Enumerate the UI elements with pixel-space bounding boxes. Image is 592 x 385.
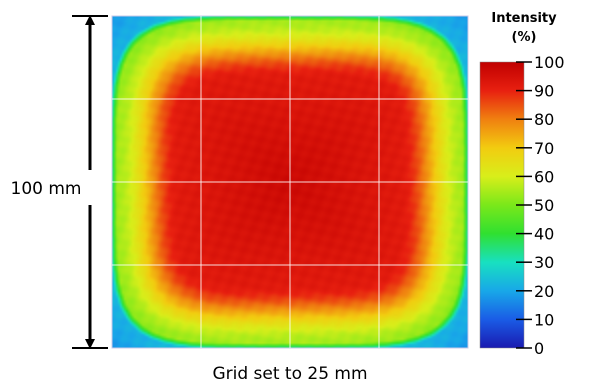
colorbar-tick-label: 10 bbox=[534, 310, 554, 329]
dimension-indicator: 100 mm bbox=[11, 15, 108, 349]
colorbar-tick-label: 90 bbox=[534, 82, 554, 101]
colorbar-tick-label: 50 bbox=[534, 196, 554, 215]
colorbar-tick-label: 100 bbox=[534, 53, 565, 72]
figure-caption: Grid set to 25 mm bbox=[212, 364, 367, 384]
colorbar-tick-label: 20 bbox=[534, 282, 554, 301]
colorbar-tick-label: 0 bbox=[534, 339, 544, 358]
grid-lines bbox=[112, 16, 468, 348]
colorbar-tick-label: 80 bbox=[534, 110, 554, 129]
colorbar-tick-label: 40 bbox=[534, 225, 554, 244]
colorbar-ticks: 0 10 20 30 40 50 60 70 80 90 100 bbox=[516, 53, 565, 358]
colorbar-title-line1: Intensity bbox=[491, 11, 557, 26]
dimension-label: 100 mm bbox=[11, 179, 82, 199]
colorbar-tick-label: 30 bbox=[534, 253, 554, 272]
colorbar-tick-label: 60 bbox=[534, 167, 554, 186]
colorbar: Intensity (%) 0 10 20 30 40 50 60 70 80 90 100 bbox=[479, 11, 565, 358]
colorbar-tick-label: 70 bbox=[534, 139, 554, 158]
colorbar-title-line2: (%) bbox=[512, 30, 537, 45]
